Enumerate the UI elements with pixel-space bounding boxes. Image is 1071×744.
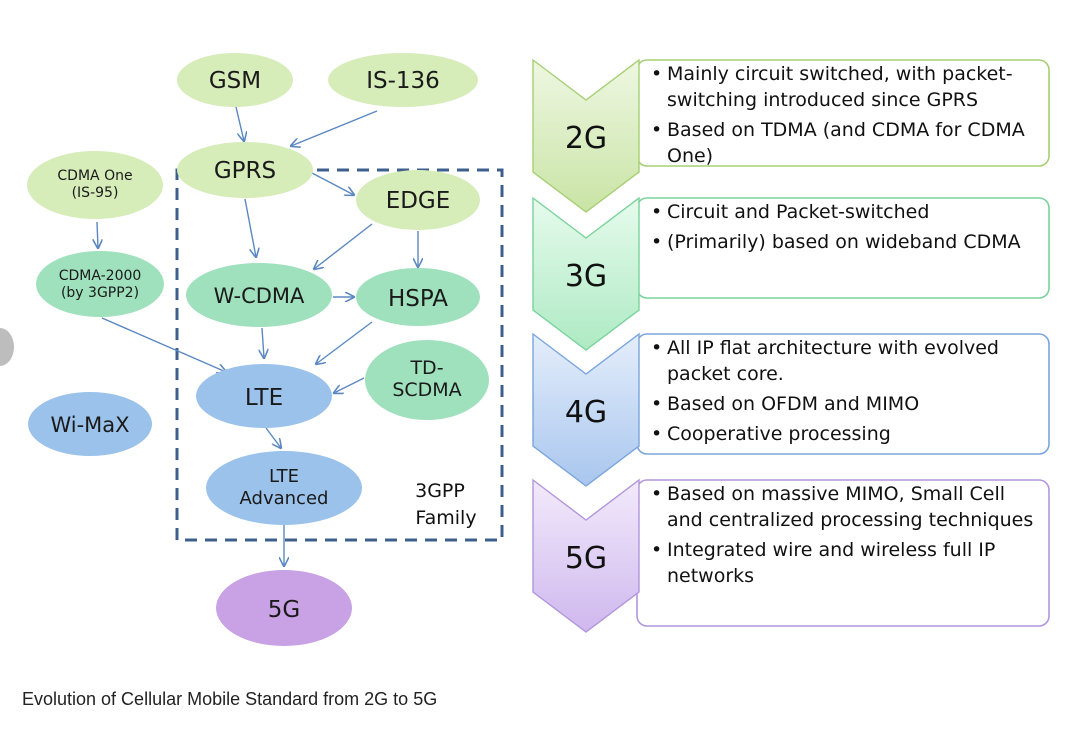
generation-5g-label: 5G: [565, 541, 607, 576]
bullet-marker: •: [651, 393, 662, 415]
node-gsm: GSM: [177, 53, 293, 107]
generation-2g-label: 2G: [565, 121, 607, 156]
figure-caption: Evolution of Cellular Mobile Standard fr…: [22, 689, 438, 709]
lte-label: LTE: [245, 385, 283, 411]
edge-handle: [0, 328, 14, 366]
gsm-label: GSM: [209, 68, 261, 94]
generation-5g-bullet-2-line-2: networks: [667, 565, 754, 587]
hspa-label: HSPA: [388, 286, 448, 312]
edge-label: EDGE: [386, 188, 451, 214]
cdma2000-label-2: (by 3GPP2): [61, 285, 139, 301]
arrow-hspa-to-lte: [316, 321, 373, 364]
td-scdma-label-2: SCDMA: [392, 379, 461, 401]
arrow-gprs-to-edge: [311, 172, 354, 195]
generation-4g-chevron: [532, 332, 640, 487]
generation-5g-bullet-2-line-1: Integrated wire and wireless full IP: [667, 539, 995, 561]
lte-advanced-label-1: LTE: [269, 466, 299, 487]
node-cdma2000: CDMA-2000 (by 3GPP2): [36, 251, 164, 317]
bullet-marker: •: [651, 201, 662, 223]
node-edge: EDGE: [356, 170, 480, 230]
generation-3g-label: 3G: [565, 259, 607, 294]
node-is136: IS-136: [328, 53, 478, 107]
node-5g: 5G: [216, 570, 352, 646]
lte-advanced-label-2: Advanced: [240, 488, 329, 509]
generation-3g-chevron: [532, 196, 640, 351]
cdma-one-label-2: (IS-95): [72, 185, 119, 201]
arrow-gprs-to-wcdma: [244, 198, 256, 257]
generation-3g: 3G • Circuit and Packet-switched• (Primaril…: [532, 196, 1050, 351]
arrow-lte-to-lteadvanced: [265, 427, 281, 448]
cdma-one-label-1: CDMA One: [57, 168, 132, 184]
bullet-marker: •: [651, 231, 662, 253]
generation-3g-bullet-2-line-1: (Primarily) based on wideband CDMA: [667, 231, 1021, 253]
bullet-marker: •: [651, 423, 662, 445]
bullet-marker: •: [651, 119, 662, 141]
arrow-gsm-to-gprs: [235, 106, 244, 141]
generation-4g: 4G• All IP flat architecture with evolved…: [532, 332, 1050, 487]
td-scdma-label-1: TD-: [409, 357, 443, 379]
generation-4g-bullet-1-line-1: All IP flat architecture with evolved: [667, 337, 999, 359]
node-hspa: HSPA: [356, 268, 480, 326]
generation-3g-bullet-1-line-1: Circuit and Packet-switched: [667, 201, 929, 223]
arrow-edge-to-wcdma: [314, 223, 373, 269]
node-gprs: GPRS: [177, 142, 313, 198]
generation-2g: 2G• Mainly circuit switched, with packet-…: [532, 58, 1050, 213]
arrow-cdma2000-to-lte: [101, 317, 226, 372]
generation-4g-bullet-3-line-1: Cooperative processing: [667, 423, 891, 445]
generation-4g-bullet-2-line-1: Based on OFDM and MIMO: [667, 393, 919, 415]
generation-2g-bullet-1-line-1: Mainly circuit switched, with packet-: [667, 63, 1013, 85]
arrow-cdmaone-to-cdma2000: [97, 221, 98, 248]
generation-2g-bullet-1-line-2: switching introduced since GPRS: [667, 89, 978, 111]
cdma2000-label-1: CDMA-2000: [59, 268, 142, 284]
generation-4g-label: 4G: [565, 395, 607, 430]
bullet-marker: •: [651, 337, 662, 359]
node-td-scdma: TD- SCDMA: [365, 340, 489, 420]
node-lte: LTE: [196, 364, 332, 428]
3gpp-family-label-2: Family: [415, 507, 476, 529]
generation-5g-bullet-1-line-1: Based on massive MIMO, Small Cell: [667, 483, 1005, 505]
generation-5g-bullet-1-line-2: and centralized processing techniques: [667, 509, 1033, 531]
generation-2g-bullet-2-line-2: One): [667, 145, 713, 167]
generation-5g-chevron: [532, 478, 640, 633]
arrow-tdscdma-to-lte: [334, 377, 365, 393]
is136-label: IS-136: [366, 68, 440, 94]
arrows: [97, 106, 418, 566]
generation-column: 2G• Mainly circuit switched, with packet-…: [532, 58, 1050, 633]
node-cdma-one: CDMA One (IS-95): [27, 151, 163, 219]
generation-2g-bullet-2-line-1: Based on TDMA (and CDMA for CDMA: [667, 119, 1025, 141]
3gpp-family-label-1: 3GPP: [415, 480, 465, 502]
node-lte-advanced: LTE Advanced: [206, 451, 362, 525]
bullet-marker: •: [651, 63, 662, 85]
node-wcdma: W-CDMA: [186, 263, 332, 327]
wcdma-label: W-CDMA: [214, 284, 305, 308]
bullet-marker: •: [651, 483, 662, 505]
evolution-diagram: GSM IS-136 CDMA One (IS-95) GPRS EDGE CD…: [27, 53, 1050, 646]
generation-5g: 5G• Based on massive MIMO, Small Celland …: [532, 478, 1050, 633]
arrow-is136-to-gprs: [291, 110, 378, 146]
wimax-label: Wi-MaX: [50, 413, 129, 437]
node-wimax: Wi-MaX: [28, 392, 152, 456]
5g-label: 5G: [268, 597, 300, 623]
3gpp-family-box: [175, 168, 504, 542]
generation-4g-bullet-1-line-2: packet core.: [667, 363, 784, 385]
generation-2g-chevron: [532, 58, 640, 213]
bullet-marker: •: [651, 539, 662, 561]
arrow-wcdma-to-lte: [262, 327, 264, 358]
gprs-label: GPRS: [214, 158, 276, 184]
